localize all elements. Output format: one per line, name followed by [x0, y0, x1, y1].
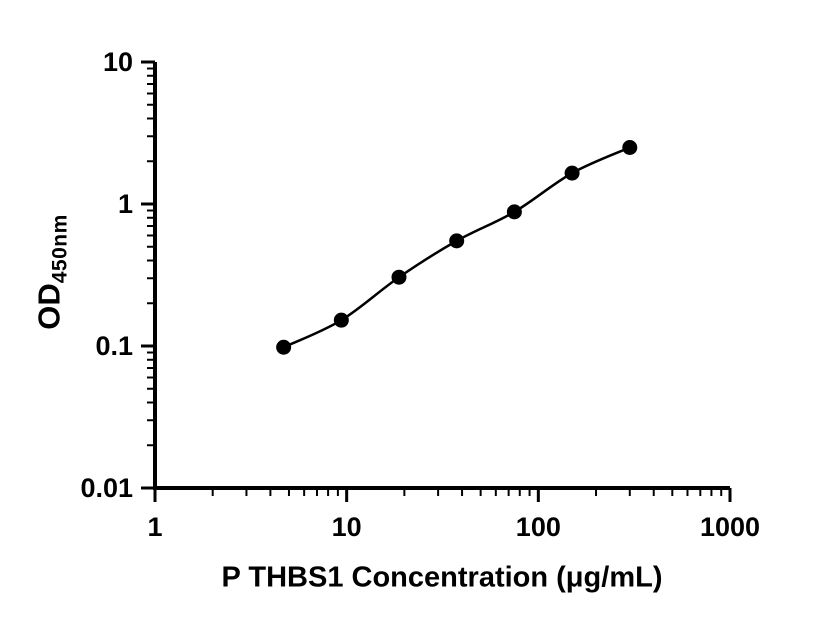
y-tick-label: 0.1 [95, 331, 133, 361]
x-tick-label: 100 [516, 512, 561, 542]
x-tick-label: 1 [147, 512, 162, 542]
y-tick-label: 0.01 [80, 473, 133, 503]
data-point [276, 339, 292, 355]
data-point [564, 165, 580, 181]
y-tick-label: 10 [103, 47, 133, 77]
data-point [333, 312, 349, 328]
y-axis-title-main: OD [31, 283, 67, 330]
x-tick-label: 10 [332, 512, 362, 542]
x-tick-label: 1000 [700, 512, 760, 542]
y-axis-title-subscript: 450nm [48, 214, 72, 284]
axes-lines [153, 62, 730, 490]
data-point [506, 204, 522, 220]
data-point [622, 139, 638, 155]
y-axis-title: OD450nm [32, 214, 73, 330]
x-axis-title: P THBS1 Concentration (μg/mL) [221, 561, 663, 594]
data-point [449, 233, 465, 249]
data-point [391, 269, 407, 285]
y-tick-label: 1 [118, 189, 133, 219]
